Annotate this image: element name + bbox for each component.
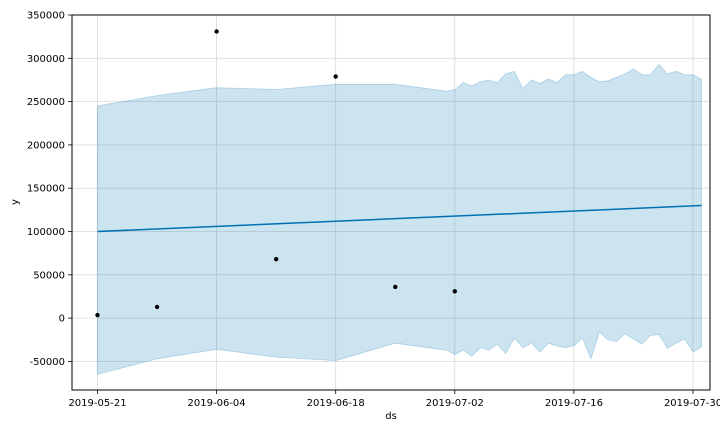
x-tick-label: 2019-06-04 [188, 398, 246, 409]
y-tick-label: 0 [59, 314, 65, 325]
y-axis-title: y [10, 199, 21, 205]
observed-point [95, 312, 100, 318]
forecast-line-layer [97, 204, 702, 233]
x-tick-label: 2019-06-18 [307, 398, 365, 409]
observed-point [274, 257, 279, 262]
x-tick-label: 2019-07-16 [545, 398, 603, 409]
x-tick-label: 2019-07-02 [426, 398, 484, 409]
uncertainty-band [97, 63, 702, 375]
uncertainty-band-layer [97, 63, 702, 375]
y-tick-label: 200000 [27, 140, 65, 151]
y-tick-label: 300000 [27, 54, 65, 65]
y-tick-label: 50000 [33, 270, 65, 281]
x-tick-label: 2019-05-21 [68, 398, 126, 409]
x-tick-label: 2019-07-30 [664, 398, 720, 409]
observed-point [214, 29, 219, 34]
forecast-line [97, 204, 702, 233]
observed-point [393, 284, 398, 290]
y-tick-label: -50000 [30, 357, 65, 368]
observed-point [452, 289, 457, 294]
x-axis-ticks: 2019-05-21 2019-06-04 2019-06-18 2019-07-02… [68, 390, 720, 409]
y-tick-label: 350000 [27, 11, 65, 22]
observed-point [333, 74, 338, 79]
observed-points-layer [95, 29, 457, 318]
x-axis-title: ds [385, 411, 397, 422]
y-axis-ticks: -50000 0 50000 100000 150000 200000 250000 3000… [27, 11, 72, 368]
y-tick-label: 150000 [27, 184, 65, 195]
plot-frame [71, 14, 711, 391]
observed-point [154, 304, 160, 310]
y-tick-label: 250000 [27, 97, 65, 108]
y-tick-label: 100000 [27, 227, 65, 238]
